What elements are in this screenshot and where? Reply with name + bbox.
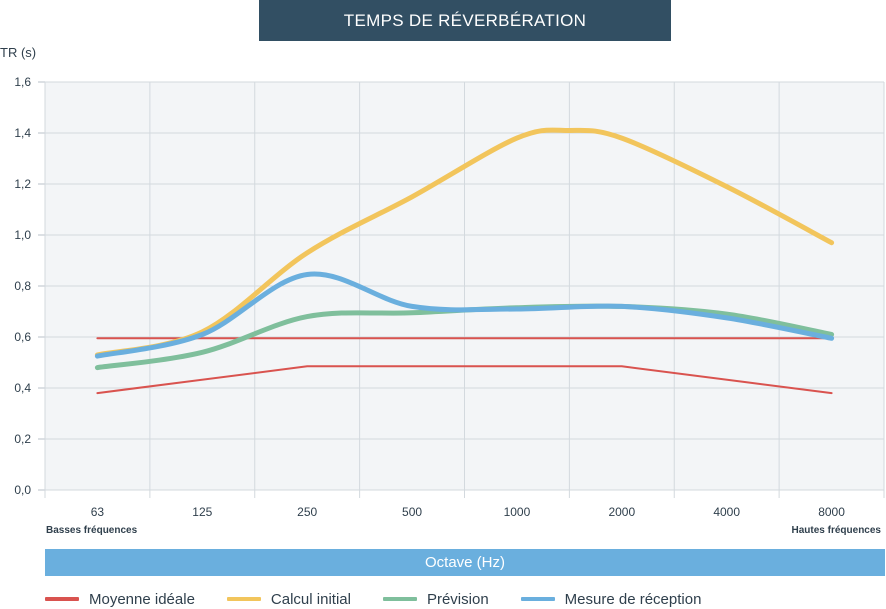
x-tick-label: 500 <box>402 505 422 519</box>
y-tick-label: 1,4 <box>14 126 31 140</box>
legend: Moyenne idéale Calcul initial Prévision Mes… <box>45 589 733 609</box>
legend-label: Mesure de réception <box>564 590 702 608</box>
y-tick-label: 0,4 <box>14 381 31 395</box>
legend-swatch <box>45 597 79 601</box>
y-tick-label: 0,2 <box>14 432 31 446</box>
legend-label: Prévision <box>426 590 489 608</box>
legend-label: Moyenne idéale <box>89 590 195 608</box>
legend-item: Calcul initial <box>226 590 351 608</box>
low-frequency-label: Basses fréquences <box>46 525 138 536</box>
y-tick-label: 1,2 <box>14 177 31 191</box>
y-tick-label: 0,0 <box>14 483 31 497</box>
high-frequency-label: Hautes fréquences <box>791 525 881 536</box>
x-tick-label: 1000 <box>504 505 531 519</box>
series-line-calcul-initial <box>94 127 835 358</box>
x-axis-title: Octave (Hz) <box>45 549 885 576</box>
legend-item: Moyenne idéale <box>45 591 195 608</box>
x-tick-label: 2000 <box>608 505 635 519</box>
legend-swatch <box>382 597 417 601</box>
x-tick-label: 8000 <box>818 505 845 519</box>
series-line-moyenne-ideale <box>96 365 833 395</box>
chart-title: TEMPS DE RÉVERBÉRATION <box>259 0 671 41</box>
legend-swatch <box>226 597 261 601</box>
legend-label: Calcul initial <box>270 590 351 608</box>
y-tick-label: 1,6 <box>14 75 31 89</box>
y-tick-label: 0,8 <box>14 279 31 293</box>
x-tick-label: 250 <box>297 505 317 519</box>
y-tick-label: 0,6 <box>14 330 31 344</box>
y-tick-label: 1,0 <box>14 228 31 242</box>
legend-item: Mesure de réception <box>520 590 702 608</box>
series-line-mesure-de-reception <box>94 271 835 359</box>
x-tick-label: 63 <box>91 505 105 519</box>
legend-item: Prévision <box>382 590 489 608</box>
x-tick-label: 4000 <box>713 505 740 519</box>
legend-swatch <box>520 597 555 601</box>
x-tick-label: 125 <box>192 505 212 519</box>
y-axis-title: TR (s) <box>0 45 36 60</box>
